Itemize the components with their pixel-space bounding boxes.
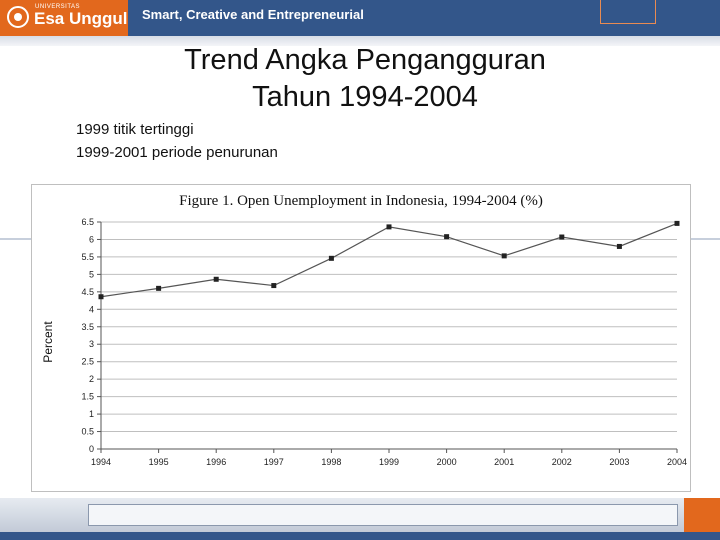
y-tick-label: 4 [89,304,94,314]
university-logo[interactable]: UNIVERSITAS Esa Unggul [0,0,128,36]
banner-stripe [0,36,720,46]
x-tick-label: 1998 [321,457,341,467]
logo-text: Esa Unggul [34,9,128,28]
series-line [100,222,678,298]
y-tick-label: 1.5 [81,392,94,402]
banner-frame-decoration [600,0,656,24]
x-tick-label: 1994 [91,457,111,467]
slide-title: Trend Angka Pengangguran Tahun 1994-2004 [100,42,630,116]
bullet-peak: 1999 titik tertinggi [76,121,194,138]
y-tick-label: 4.5 [81,287,94,297]
slide-title-line-2: Tahun 1994-2004 [252,81,478,113]
y-tick-label: 6.5 [81,217,94,227]
x-tick-label: 2004 [667,457,687,467]
data-point [271,283,277,289]
footer-frame [88,504,678,526]
logo-emblem-icon [7,6,29,28]
x-tick-label: 2001 [494,457,514,467]
y-tick-label: 1 [89,409,94,419]
y-tick-label: 0.5 [81,427,94,437]
x-tick-label: 1996 [206,457,226,467]
x-tick-label: 2002 [552,457,572,467]
line-chart: 0 0.5 1 1.5 2 2.5 3 3.5 4 4.5 5 5.5 6 6.5 1994 1995 1996… [81,217,687,467]
y-tick-label: 3 [89,339,94,349]
y-tick-label: 0 [89,444,94,454]
data-point [616,243,622,249]
data-point [386,224,392,230]
tagline: Smart, Creative and Entrepreneurial [142,7,364,22]
y-tick-label: 5 [89,269,94,279]
y-tick-label: 3.5 [81,322,94,332]
data-point [213,276,219,282]
data-point [156,285,162,291]
data-point [674,220,680,226]
bullet-decline: 1999-2001 periode penurunan [76,144,278,161]
slide-title-line-1: Trend Angka Pengangguran [184,44,546,76]
x-tick-label: 1997 [264,457,284,467]
x-tick-label: 1995 [149,457,169,467]
data-point [98,294,104,300]
data-point [444,234,450,240]
y-tick-label: 5.5 [81,252,94,262]
y-tick-label: 6 [89,234,94,244]
x-tick-label: 2000 [437,457,457,467]
side-decoration-right [690,238,720,240]
data-point [328,255,334,261]
side-decoration-left [0,238,34,240]
chart-title: Figure 1. Open Unemployment in Indonesia… [179,193,543,209]
chart-container: Figure 1. Open Unemployment in Indonesia… [31,184,691,492]
logo-caption: UNIVERSITAS [35,4,81,10]
data-point [559,234,565,240]
y-tick-label: 2 [89,374,94,384]
x-tick-label: 1999 [379,457,399,467]
footer-accent [684,498,720,532]
header-banner: UNIVERSITAS Esa Unggul Smart, Creative a… [0,0,720,36]
data-point [501,253,507,259]
x-tick-label: 2003 [609,457,629,467]
footer-base [0,532,720,540]
y-tick-label: 2.5 [81,357,94,367]
